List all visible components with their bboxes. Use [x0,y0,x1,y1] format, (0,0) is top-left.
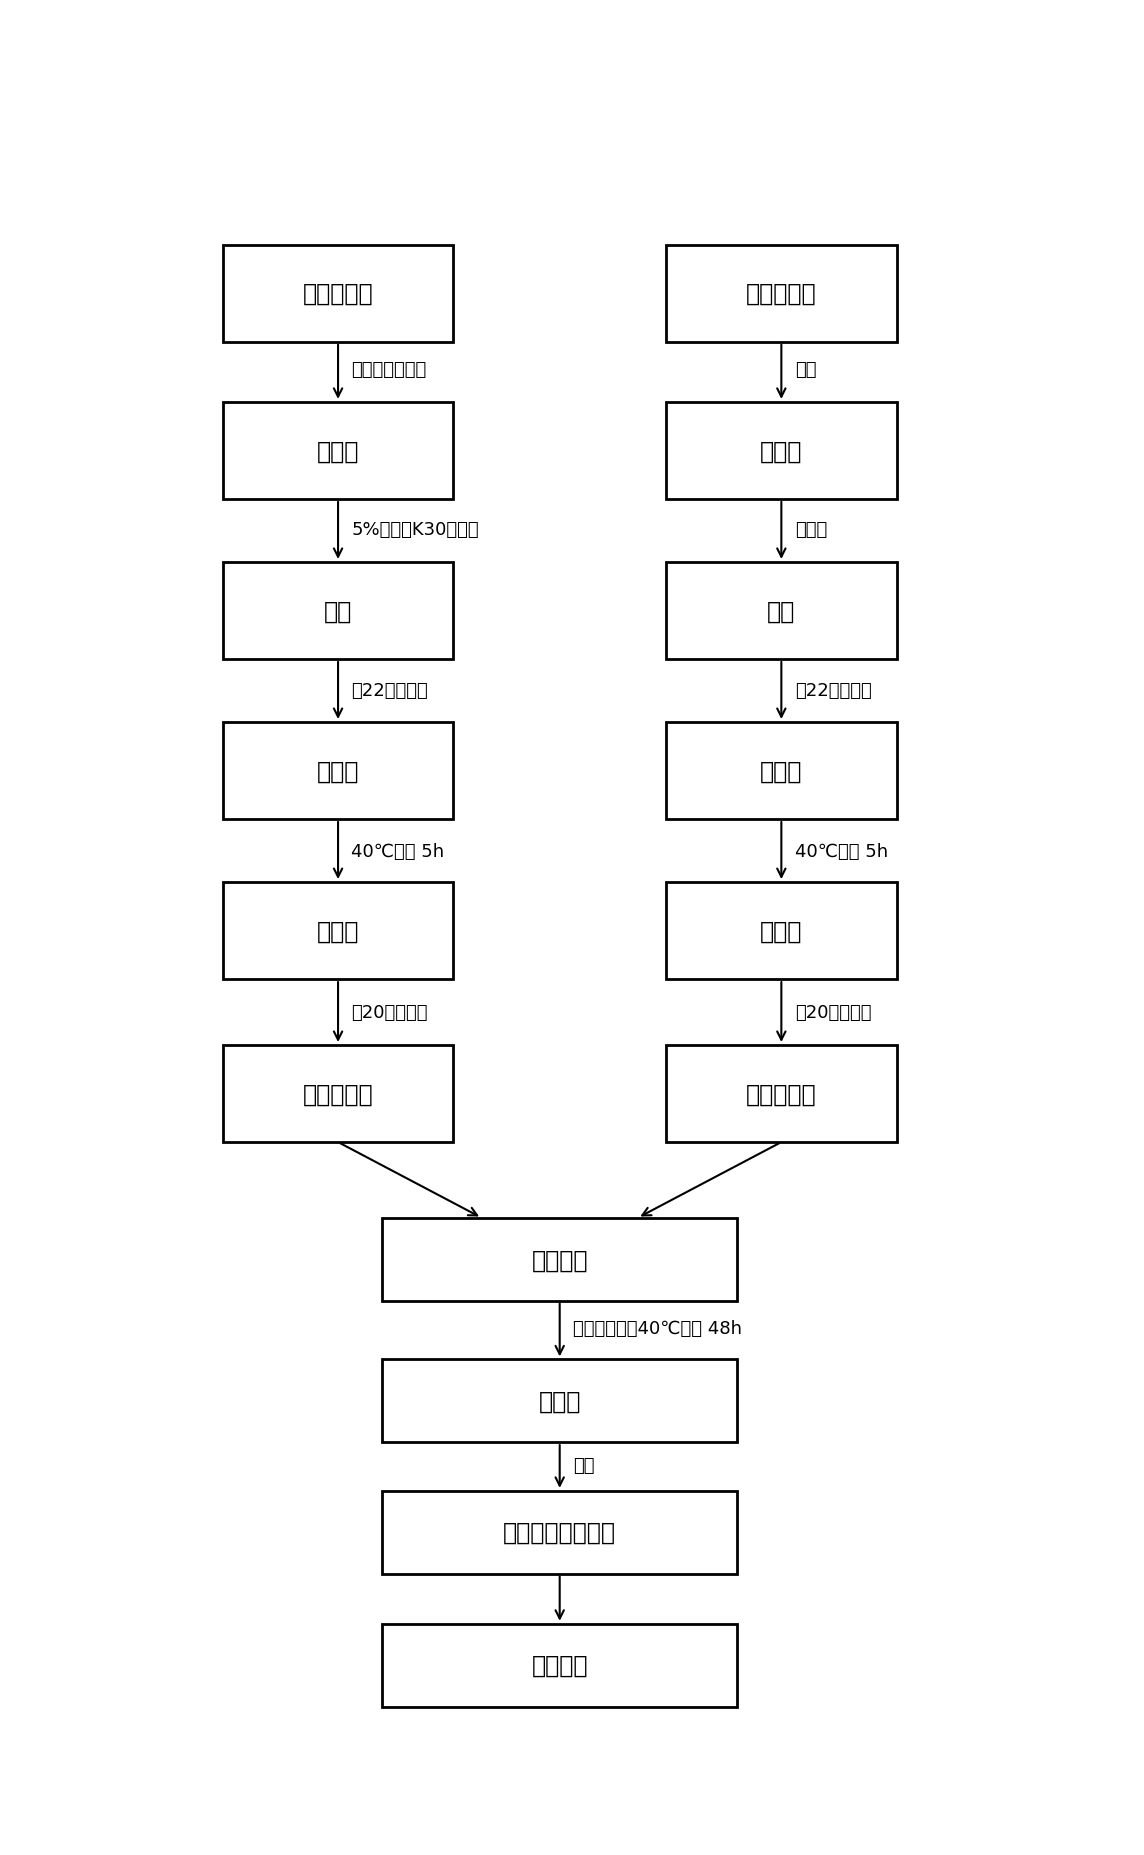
Text: 等量递增法混匀: 等量递增法混匀 [351,360,427,378]
Text: 混合物: 混合物 [317,440,359,464]
Text: 包衣片: 包衣片 [539,1389,581,1414]
Text: 40℃干燥 5h: 40℃干燥 5h [351,842,445,861]
Text: 干颗粒: 干颗粒 [760,918,803,942]
Text: 包控释衣膜，40℃干燥 48h: 包控释衣膜，40℃干燥 48h [573,1319,742,1337]
Text: 过22目筛制粒: 过22目筛制粒 [351,683,428,699]
Bar [223,562,453,660]
Text: 软材: 软材 [324,599,352,623]
Text: 过20目筛整粒: 过20目筛整粒 [351,1004,428,1022]
Bar [223,883,453,979]
Bar [666,562,897,660]
Text: 过22目筛制粒: 过22目筛制粒 [795,683,872,699]
Bar [223,1046,453,1143]
Bar [666,1046,897,1143]
Bar [382,1491,737,1573]
Text: 混匀: 混匀 [795,360,816,378]
Text: 双层片芯: 双层片芯 [532,1248,588,1271]
Bar [666,245,897,343]
Bar [382,1623,737,1707]
Text: 激光: 激光 [573,1456,595,1475]
Text: 含药层配料: 含药层配料 [303,282,373,306]
Text: 软材: 软材 [768,599,795,623]
Text: 干颗粒: 干颗粒 [317,918,359,942]
Bar [666,883,897,979]
Bar [223,723,453,820]
Bar [666,723,897,820]
Text: 混合物: 混合物 [760,440,803,464]
Bar [223,245,453,343]
Bar [666,403,897,499]
Text: 40℃干燥 5h: 40℃干燥 5h [795,842,888,861]
Text: 湿颗粒: 湿颗粒 [760,759,803,783]
Text: 打孔片，包防潮衣: 打孔片，包防潮衣 [503,1521,617,1545]
Text: 推动层颗粒: 推动层颗粒 [746,1081,817,1106]
Text: 推动层配料: 推动层配料 [746,282,817,306]
Text: 过20目筛整粒: 过20目筛整粒 [795,1004,871,1022]
Text: 湿颗粒: 湿颗粒 [317,759,359,783]
Bar [223,403,453,499]
Text: 乙醇液: 乙醇液 [795,521,827,538]
Text: 含药层颗粒: 含药层颗粒 [303,1081,373,1106]
Text: 5%聚维酮K30乙醇液: 5%聚维酮K30乙醇液 [351,521,479,538]
Bar [382,1219,737,1300]
Bar [382,1360,737,1443]
Text: 供试样品: 供试样品 [532,1653,588,1677]
